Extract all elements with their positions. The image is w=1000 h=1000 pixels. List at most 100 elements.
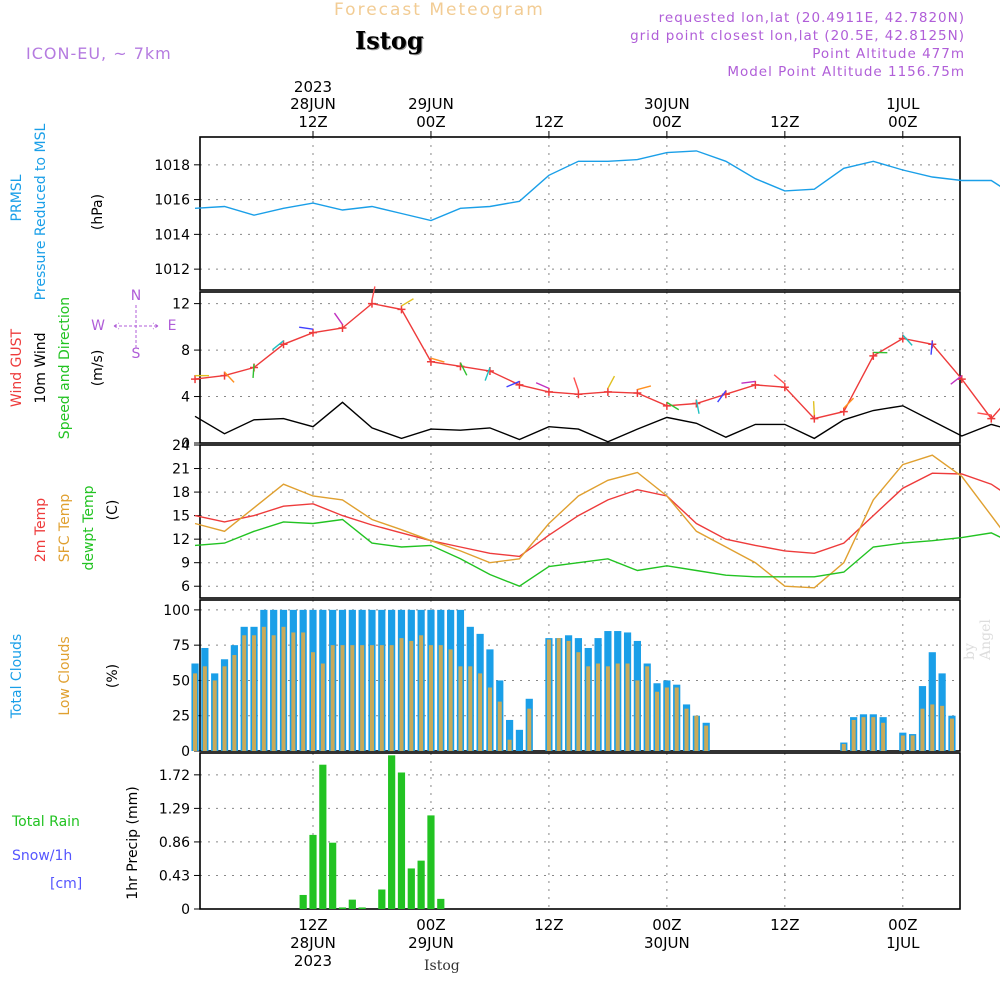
temp-dewpt-line	[194, 518, 1000, 587]
cloud-low-bar	[301, 632, 306, 751]
label-total-rain: Total Rain	[11, 814, 80, 830]
rain-bar	[299, 894, 307, 909]
gust-marker	[633, 389, 642, 398]
cloud-low-bar	[389, 645, 394, 751]
rain-bar	[378, 889, 386, 909]
wind-direction-arrow	[843, 397, 855, 409]
label-percent: (%)	[105, 664, 121, 688]
cloud-low-bar	[428, 645, 433, 751]
cloud-low-bar	[458, 666, 463, 751]
y-tick-label: 0.86	[159, 835, 190, 851]
y-tick-label: 24	[172, 438, 190, 454]
label-wind-gust: Wind GUST	[9, 328, 25, 407]
wind-direction-arrow	[252, 363, 255, 379]
cloud-low-bar	[664, 687, 669, 751]
y-tick-label: 0.43	[159, 868, 190, 884]
y-tick-label: 18	[172, 485, 190, 501]
cloud-low-bar	[949, 718, 954, 751]
label-snow-unit: [cm]	[50, 876, 82, 892]
gust-marker	[397, 305, 406, 314]
y-tick-label: 75	[172, 638, 190, 654]
wind-direction-arrow	[573, 377, 580, 391]
cloud-low-bar	[330, 645, 335, 751]
compass-w: W	[91, 318, 105, 334]
wind-direction-arrow	[930, 340, 933, 355]
point-altitude: Point Altitude 477m	[812, 46, 965, 62]
wind-gust-line	[194, 302, 1000, 420]
model-label: ICON-EU, ~ 7km	[26, 44, 172, 63]
wind-direction-arrow	[950, 375, 963, 385]
time-hour-bottom: 00Z	[888, 916, 917, 934]
cloud-low-bar	[546, 639, 551, 751]
gust-marker	[987, 414, 996, 423]
cloud-low-bar	[311, 652, 315, 751]
cloud-low-bar	[252, 635, 257, 751]
y-tick-label: 15	[172, 509, 190, 525]
cloud-low-bar	[212, 680, 217, 751]
cloud-low-bar	[674, 687, 679, 751]
cloud-low-bar	[507, 739, 512, 751]
panel-frame	[199, 136, 961, 291]
gust-marker	[810, 414, 819, 423]
cloud-low-bar	[271, 635, 276, 751]
cloud-low-bar	[566, 640, 571, 751]
temp-sfc-line	[194, 454, 1000, 589]
time-hour-bottom: 00Z	[416, 916, 445, 934]
rain-bar	[329, 842, 337, 909]
panel-frame	[199, 444, 961, 599]
cloud-low-bar	[605, 666, 610, 751]
cloud-low-bar	[900, 735, 905, 751]
label-temp-dewpt: dewpt Temp	[81, 485, 97, 570]
y-tick-label: 0	[181, 436, 190, 452]
cloud-low-bar	[625, 663, 630, 751]
label-wind-dir: Speed and Direction	[57, 297, 73, 439]
wind-direction-arrow	[484, 367, 491, 381]
rain-bar	[338, 907, 347, 909]
time-hour-top: 12Z	[770, 113, 799, 131]
y-tick-label: 1016	[154, 193, 190, 209]
label-snow: Snow/1h	[12, 848, 72, 864]
gust-marker	[869, 351, 878, 360]
wind-direction-arrow	[333, 312, 344, 325]
y-tick-label: 12	[172, 297, 190, 313]
cloud-low-bar	[291, 632, 296, 751]
compass-rose	[113, 305, 159, 349]
time-hour-top: 12Z	[534, 113, 563, 131]
gust-marker	[839, 407, 848, 416]
cloud-low-bar	[281, 626, 286, 751]
cloud-low-bar	[350, 645, 355, 751]
rain-bar	[319, 764, 327, 909]
wind-direction-arrow	[773, 374, 786, 385]
time-hour-bottom: 12Z	[298, 916, 327, 934]
label-pressure-desc: Pressure Reduced to MSL	[33, 123, 49, 300]
cloud-low-bar	[930, 704, 935, 751]
wind-direction-arrow	[224, 371, 235, 383]
label-wind-10m: 10m Wind	[33, 332, 49, 403]
time-date-top: 29JUN	[408, 95, 454, 113]
time-hour-top: 12Z	[298, 113, 327, 131]
time-date-top: 28JUN	[290, 95, 336, 113]
time-date-top: 1JUL	[886, 95, 920, 113]
gust-marker	[544, 387, 553, 396]
y-tick-label: 100	[163, 603, 190, 619]
label-hpa: (hPa)	[90, 194, 106, 230]
rain-bar	[407, 868, 415, 909]
time-hour-top: 00Z	[416, 113, 445, 131]
grid-point-coords: grid point closest lon,lat (20.5E, 42.81…	[630, 28, 965, 44]
gust-marker	[574, 390, 583, 399]
cloud-low-bar	[596, 663, 601, 751]
time-hour-bottom: 12Z	[534, 916, 563, 934]
rain-bar	[348, 899, 356, 909]
wind-direction-arrow	[812, 401, 816, 416]
wind-direction-arrow	[717, 390, 727, 403]
rain-bar	[427, 815, 435, 909]
cloud-low-bar	[487, 687, 492, 751]
cloud-low-bar	[202, 666, 207, 751]
compass-s: S	[132, 346, 141, 362]
panel-frame	[199, 752, 961, 910]
label-ms: (m/s)	[90, 350, 106, 387]
station-title: Istog	[355, 26, 424, 55]
cloud-low-bar	[360, 645, 365, 751]
cloud-low-bar	[881, 722, 886, 751]
